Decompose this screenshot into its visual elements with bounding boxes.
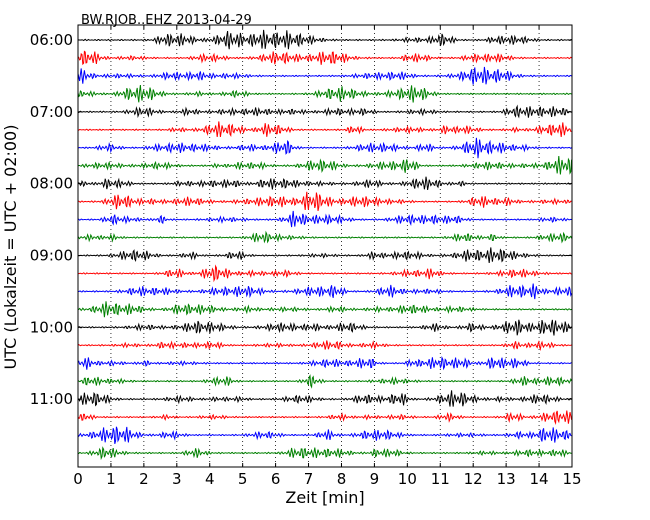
seismogram-trace [77,374,573,389]
seismogram-trace [77,29,572,50]
seismogram-trace [77,210,572,228]
chart-title: BW.RJOB..EHZ 2013-04-29 [81,13,252,28]
x-tick-label: 14 [530,470,549,488]
seismogram-trace [77,66,572,85]
plot-frame [77,24,573,468]
x-tick-label: 0 [73,470,83,488]
x-tick-label: 5 [238,470,248,488]
x-tick-label: 13 [497,470,516,488]
seismogram-trace [77,104,572,119]
seismogram-trace [77,301,572,318]
seismogram-trace [77,446,572,461]
seismogram-trace [77,121,572,138]
y-axis-label: UTC (Lokalzeit = UTC + 02:00) [1,125,20,370]
seismogram-trace [77,410,573,426]
seismogram-trace [77,283,573,300]
x-tick-label: 9 [370,470,380,488]
y-tick-label: 06:00 [30,31,73,49]
seismogram-trace [77,264,572,283]
seismogram-trace [77,156,573,175]
grid [110,25,540,467]
x-tick-label: 12 [464,470,483,488]
x-tick-label: 11 [431,470,450,488]
x-tick-label: 1 [106,470,116,488]
seismogram-trace [77,191,572,211]
y-tick-label: 09:00 [30,246,73,264]
seismogram-trace [77,247,572,263]
seismogram-trace [77,426,572,444]
seismogram-trace [77,176,572,190]
y-tick-label: 11:00 [30,390,73,408]
x-tick-label: 2 [139,470,149,488]
seismogram-trace [77,137,572,159]
seismogram-trace [77,340,572,352]
seismogram-trace [77,85,572,103]
x-tick-label: 15 [562,470,581,488]
x-tick-label: 10 [398,470,417,488]
seismogram-traces [77,29,573,461]
x-tick-label: 3 [172,470,182,488]
x-tick-label: 6 [271,470,281,488]
seismogram-trace [77,230,573,244]
y-tick-label: 08:00 [30,175,73,193]
x-tick-label: 8 [337,470,347,488]
seismogram-trace [77,390,572,407]
seismogram-trace [77,50,572,66]
x-tick-label: 4 [205,470,215,488]
x-tick-label: 7 [304,470,314,488]
y-tick-label: 07:00 [30,103,73,121]
seismogram-trace [77,319,573,336]
x-axis-label: Zeit [min] [285,488,364,507]
seismogram-trace [77,355,572,371]
y-tick-label: 10:00 [30,318,73,336]
axes: 0 1 2 3 4 5 6 7 8 9 10 11 12 13 14 1506:0007:0008:0009:… [30,24,582,488]
